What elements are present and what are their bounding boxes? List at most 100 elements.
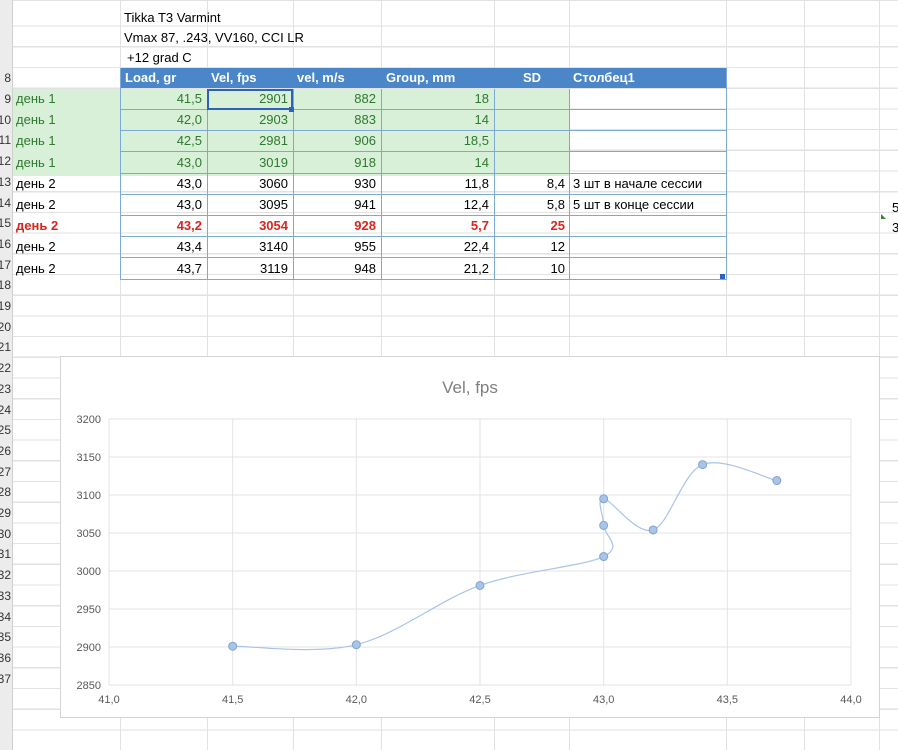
row-number[interactable]: 8: [4, 71, 11, 86]
row-number[interactable]: 23: [0, 381, 11, 396]
header-vel-fps[interactable]: Vel, fps: [211, 70, 257, 85]
cell-vel-fps[interactable]: 3019: [259, 154, 288, 170]
cell-sd[interactable]: 8,4: [546, 175, 565, 191]
cell-load[interactable]: 43,7: [176, 260, 202, 276]
row-number[interactable]: 29: [0, 506, 11, 520]
header-load[interactable]: Load, gr: [125, 70, 177, 85]
cell-sd[interactable]: 25: [550, 218, 565, 234]
cell-vel-ms[interactable]: 928: [354, 218, 376, 234]
header-sd[interactable]: SD: [523, 70, 542, 85]
cell-sd[interactable]: 5,8: [546, 197, 565, 212]
fill-handle[interactable]: [289, 107, 294, 112]
cell-vel-ms[interactable]: 955: [354, 239, 376, 255]
cell-group[interactable]: 21,2: [463, 260, 489, 276]
chart-container[interactable]: Vel, fps 2850 2900 2950 3000 3050 3100 3150 3200…: [60, 356, 880, 718]
title-line-temp[interactable]: +12 grad C: [127, 50, 192, 65]
cell-day[interactable]: день 1: [16, 91, 56, 106]
row-number[interactable]: 12: [0, 154, 11, 169]
row-number[interactable]: 15: [0, 216, 11, 231]
cell-vel-fps[interactable]: 2981: [259, 133, 288, 149]
cell-note[interactable]: [573, 131, 723, 151]
cell-vel-ms[interactable]: 918: [354, 154, 376, 170]
cell-note[interactable]: 3 шт в начале сессии: [573, 175, 703, 191]
cell-vel-ms[interactable]: 930: [354, 175, 376, 191]
row-number[interactable]: 21: [0, 340, 11, 355]
table-resize-handle[interactable]: [720, 274, 725, 279]
cell-sd[interactable]: 10: [550, 260, 565, 276]
side-fragment[interactable]: 5: [892, 200, 898, 215]
row-number[interactable]: 10: [0, 112, 11, 127]
cell-load[interactable]: 43,0: [176, 197, 202, 212]
row-number[interactable]: 22: [0, 361, 11, 376]
cell-day[interactable]: день 2: [16, 175, 56, 191]
row-header-strip[interactable]: 8 9 10 11 12 13 14 15 16 17 18 19 20 21 22 23 24 25 26 27 28…: [0, 0, 13, 750]
cell-group[interactable]: 14: [474, 154, 489, 170]
row-number[interactable]: 34: [0, 609, 11, 624]
header-group[interactable]: Group, mm: [386, 70, 456, 85]
row-number[interactable]: 30: [0, 526, 11, 541]
cell-vel-ms[interactable]: 948: [354, 260, 376, 276]
row-number[interactable]: 32: [0, 568, 11, 583]
cell-sd[interactable]: [495, 89, 565, 109]
cell-group[interactable]: 18: [474, 91, 489, 106]
row-number[interactable]: 26: [0, 443, 11, 458]
cell-note[interactable]: [573, 259, 723, 279]
row-number[interactable]: 25: [0, 423, 11, 438]
row-number[interactable]: 9: [4, 92, 11, 106]
cell-sd[interactable]: 12: [550, 239, 565, 255]
cell-load[interactable]: 41,5: [176, 91, 202, 106]
cell-load[interactable]: 43,0: [176, 175, 202, 191]
row-number[interactable]: 33: [0, 588, 11, 603]
cell-note[interactable]: [573, 153, 723, 173]
cell-vel-ms[interactable]: 941: [354, 197, 376, 212]
title-line-rifle[interactable]: Tikka T3 Varmint: [124, 10, 221, 25]
cell-note[interactable]: [573, 237, 723, 257]
cell-load[interactable]: 43,4: [176, 239, 202, 255]
cell-sd[interactable]: [495, 110, 565, 130]
title-line-load[interactable]: Vmax 87, .243, VV160, CCI LR: [124, 30, 304, 45]
row-number[interactable]: 14: [0, 195, 11, 210]
row-number[interactable]: 19: [0, 299, 11, 313]
cell-note[interactable]: 5 шт в конце сессии: [573, 197, 694, 212]
row-number[interactable]: 17: [0, 257, 11, 272]
cell-day[interactable]: день 2: [16, 260, 56, 276]
cell-vel-ms[interactable]: 906: [354, 133, 376, 149]
cell-group[interactable]: 18,5: [463, 133, 489, 149]
row-number[interactable]: 36: [0, 650, 11, 665]
cell-group[interactable]: 11,8: [464, 175, 489, 191]
cell-load[interactable]: 43,0: [176, 154, 202, 170]
row-number[interactable]: 11: [0, 133, 11, 148]
active-cell-selection[interactable]: [207, 89, 293, 110]
row-number[interactable]: 31: [0, 547, 11, 562]
cell-vel-fps[interactable]: 3060: [259, 175, 288, 191]
row-number[interactable]: 35: [0, 630, 11, 645]
cell-vel-ms[interactable]: 883: [354, 112, 376, 128]
row-number[interactable]: 20: [0, 319, 11, 334]
cell-day[interactable]: день 1: [16, 154, 56, 170]
row-number[interactable]: 18: [0, 278, 11, 293]
cell-day[interactable]: день 2: [16, 218, 59, 234]
row-number[interactable]: 13: [0, 174, 11, 189]
cell-load[interactable]: 42,0: [176, 112, 202, 128]
cell-vel-fps[interactable]: 3119: [260, 260, 288, 276]
cell-note[interactable]: [573, 110, 723, 130]
cell-vel-fps[interactable]: 3054: [259, 218, 288, 234]
cell-vel-fps[interactable]: 3140: [259, 239, 288, 255]
row-number[interactable]: 16: [0, 236, 11, 251]
cell-vel-ms[interactable]: 882: [354, 91, 376, 106]
cell-note[interactable]: [573, 216, 723, 236]
row-number[interactable]: 37: [0, 671, 11, 686]
header-column1[interactable]: Столбец1: [573, 70, 635, 85]
row-number[interactable]: 28: [0, 485, 11, 500]
cell-group[interactable]: 14: [474, 112, 489, 128]
cell-day[interactable]: день 2: [16, 197, 56, 212]
cell-day[interactable]: день 1: [16, 133, 56, 149]
cell-group[interactable]: 22,4: [463, 239, 489, 255]
cell-note[interactable]: [573, 89, 723, 109]
cell-sd[interactable]: [495, 131, 565, 151]
cell-vel-fps[interactable]: 2903: [259, 112, 288, 128]
cell-sd[interactable]: [495, 153, 565, 173]
cell-group[interactable]: 12,4: [463, 197, 489, 212]
cell-day[interactable]: день 2: [16, 239, 56, 255]
cell-load[interactable]: 42,5: [176, 133, 202, 149]
